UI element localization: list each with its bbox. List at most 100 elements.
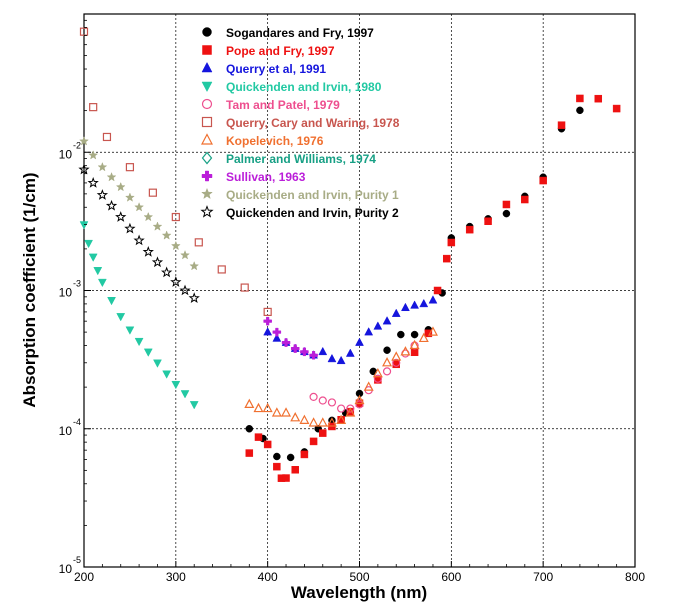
data-point [84,239,94,249]
data-point [171,380,181,390]
y-axis-title: Absorption coefficient (1/cm) [20,172,39,407]
data-point [557,121,566,129]
x-tick-label: 300 [166,570,186,584]
series-2 [245,94,621,482]
data-point [327,398,337,407]
data-point [364,327,374,336]
data-point [115,181,126,192]
data-point [373,374,382,383]
data-point [373,321,383,330]
data-point [97,161,108,172]
data-point [170,276,182,287]
data-point [171,212,180,222]
data-point [319,429,327,437]
y-tick-exponent: -4 [73,417,81,427]
data-point [245,425,254,433]
x-axis-title: Wavelength (nm) [291,583,427,602]
data-point [143,211,154,222]
data-point [282,474,290,482]
data-point [253,402,264,413]
data-point [382,367,392,376]
legend-label: Quickenden and Irvin, 1980 [226,80,382,94]
data-point [286,453,295,462]
data-point [161,230,172,240]
data-point [400,302,410,312]
data-point [271,407,282,417]
data-point [355,400,364,409]
data-point [262,402,273,413]
data-point [134,337,144,347]
data-point [424,329,433,338]
data-point [107,297,116,306]
data-point [521,195,529,204]
data-point [383,346,391,354]
data-point [346,404,355,413]
series-7 [244,326,438,427]
series-10 [79,136,200,271]
series-4 [79,221,199,410]
data-point [96,189,109,200]
data-point [116,313,126,322]
legend-label: Quickenden and Irvin, Purity 2 [226,206,399,220]
series-11 [78,163,200,303]
data-series [78,27,621,482]
data-point [263,307,272,317]
data-point [188,292,200,303]
data-point [272,333,282,342]
data-point [133,234,145,246]
data-point [410,330,419,339]
y-tick-label: 10 [59,147,73,161]
legend-label: Querry, Cary and Waring, 1978 [226,116,400,130]
data-point [309,351,318,360]
data-point [148,188,157,197]
data-point [194,238,203,247]
data-point [354,394,365,405]
data-point [263,440,272,449]
data-point [442,254,451,263]
data-point [115,211,127,222]
data-point [124,192,135,202]
data-point [79,136,89,146]
data-point [245,449,254,457]
legend-marker [202,45,212,55]
data-point [317,417,328,427]
data-point [134,202,145,212]
data-point [300,450,309,459]
data-point [143,348,153,357]
data-point [152,221,163,231]
data-point [345,407,356,417]
gridlines [84,14,635,567]
data-point [299,414,310,424]
data-point [428,295,438,304]
y-tick-label: 10 [59,286,73,300]
data-point [102,132,112,142]
data-point [125,326,135,335]
data-point [465,225,474,234]
data-point [244,398,255,409]
data-point [391,351,402,361]
data-point [337,404,346,413]
legend-marker [201,170,213,182]
data-point [263,327,273,336]
data-point [400,346,411,356]
data-point [273,452,281,461]
data-point [336,414,347,424]
data-point [318,346,328,356]
data-point [78,163,90,175]
data-point [124,222,136,234]
data-point [106,171,117,182]
x-tick-label: 700 [533,570,553,584]
legend-marker [201,61,213,73]
data-point [291,466,299,474]
data-point [355,337,364,346]
data-point [382,316,392,325]
data-point [308,417,319,427]
legend-marker [201,81,213,93]
data-point [88,253,98,262]
data-point [612,104,621,113]
y-tick-exponent: -3 [73,279,81,289]
data-point [180,390,190,399]
data-point [88,150,99,160]
data-point [263,316,272,326]
data-point [217,265,226,274]
